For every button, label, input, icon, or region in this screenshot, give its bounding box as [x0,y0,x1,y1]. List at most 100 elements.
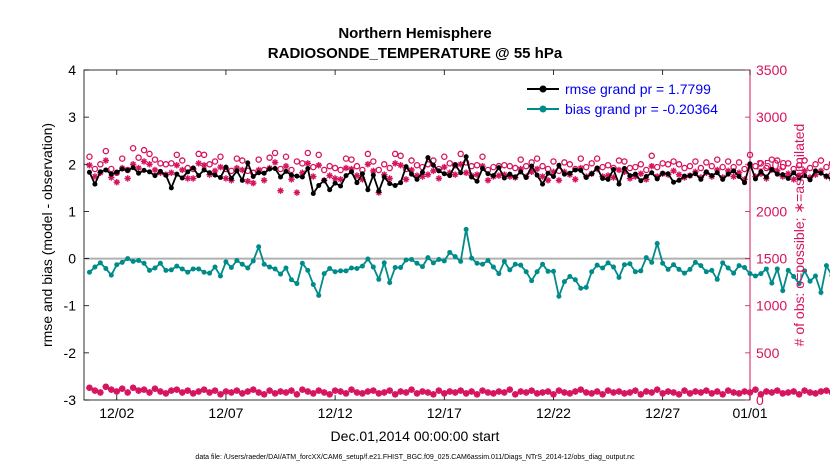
x-axis: 12/02 12/07 12/12 12/17 12/22 12/27 01/01 [99,70,768,421]
obs-possible-point [703,159,710,166]
bias-point [752,273,758,279]
bias-point [294,281,300,287]
rmse-point [742,180,748,186]
obs-assimilated-point [364,388,372,395]
bias-point [447,249,453,255]
rmse-point [731,168,737,174]
obs-assimilated-point [746,389,754,396]
bias-point [212,264,218,270]
obs-assimilated-point [479,387,486,394]
rmse-point [458,170,464,176]
rmse-point [545,170,551,176]
rmse-point [414,176,420,182]
y2-tick-label: 3500 [756,62,787,78]
rmse-point [567,170,573,176]
obs-assimilated-point [544,177,552,184]
obs-possible-point [582,163,590,171]
bias-point [545,268,551,274]
obs-possible-point [397,152,404,160]
obs-assimilated-point [441,390,448,397]
obs-assimilated-point [593,388,601,395]
bias-point [676,266,682,272]
rmse-point [245,160,251,166]
obs-assimilated-point [572,388,579,395]
bias-point [283,265,289,271]
rmse-point [474,178,480,184]
obs-possible-point [277,165,284,173]
obs-assimilated-point [806,389,814,396]
rmse-point [392,183,398,188]
obs-assimilated-point [533,390,541,397]
bias-point [496,271,502,277]
obs-possible-point [168,160,175,167]
bias-point [709,267,715,273]
obs-possible-point [217,153,224,160]
rmse-point [763,174,769,180]
rmse-point [327,187,333,193]
bias-point [245,265,251,271]
obs-assimilated-point [561,389,568,396]
obs-assimilated-point [217,163,224,171]
rmse-point [594,165,600,171]
obs-assimilated-point [331,175,339,182]
obs-assimilated-point [102,383,110,390]
obs-assimilated-point [260,391,268,398]
obs-possible-point [512,164,519,172]
obs-assimilated-point [91,173,99,180]
obs-assimilated-point [375,390,382,397]
rmse-point [671,179,677,185]
bias-point [791,273,797,279]
obs-assimilated-point [708,390,715,397]
bias-point [518,262,524,268]
bias-point [419,264,425,270]
bias-point [250,258,256,264]
obs-assimilated-point [135,164,142,172]
bias-point [452,254,458,260]
obs-assimilated-point [266,387,273,394]
bias-point [627,261,633,267]
obs-possible-point [206,161,213,168]
obs-assimilated-point [326,391,333,398]
obs-assimilated-point [730,173,737,180]
y-tick-label: -2 [64,345,77,361]
obs-assimilated-point [435,387,443,394]
bias-point [638,268,644,274]
bias-point [758,271,764,277]
obs-assimilated-point [299,386,306,393]
obs-assimilated-point [348,386,355,393]
rmse-point [583,174,589,180]
bias-point [485,257,491,263]
obs-assimilated-point [539,173,546,180]
rmse-point [480,166,486,172]
rmse-point [272,166,278,172]
obs-assimilated-point [108,386,115,393]
chart-title: Northern Hemisphere [338,25,491,42]
bias-point [818,290,824,296]
y2-axis-label: # of obs: o=possible; ∗=assimilated [791,124,807,347]
rmse-point [419,169,425,175]
bias-series [86,226,830,300]
bias-point [725,265,731,271]
bias-point [807,278,813,284]
obs-assimilated-point [555,177,563,184]
obs-possible-point [653,163,661,171]
rmse-point [190,165,196,171]
bias-point [147,267,153,273]
rmse-point [752,176,758,182]
footnote: data file: /Users/raeder/DAI/ATM_forcXX/… [195,454,635,461]
obs-assimilated-point [282,162,290,170]
obs-assimilated-point [577,386,584,393]
obs-assimilated-point [140,158,148,165]
obs-possible-point [648,152,655,160]
bias-point [763,266,769,272]
rmse-point [823,173,829,179]
obs-assimilated-point [566,390,574,397]
obs-assimilated-point [402,176,410,183]
obs-possible-point [386,164,393,172]
bias-point [354,265,360,271]
obs-assimilated-point [337,176,344,183]
rmse-point [141,167,147,173]
obs-possible-point [233,155,241,162]
rmse-point [152,173,158,179]
